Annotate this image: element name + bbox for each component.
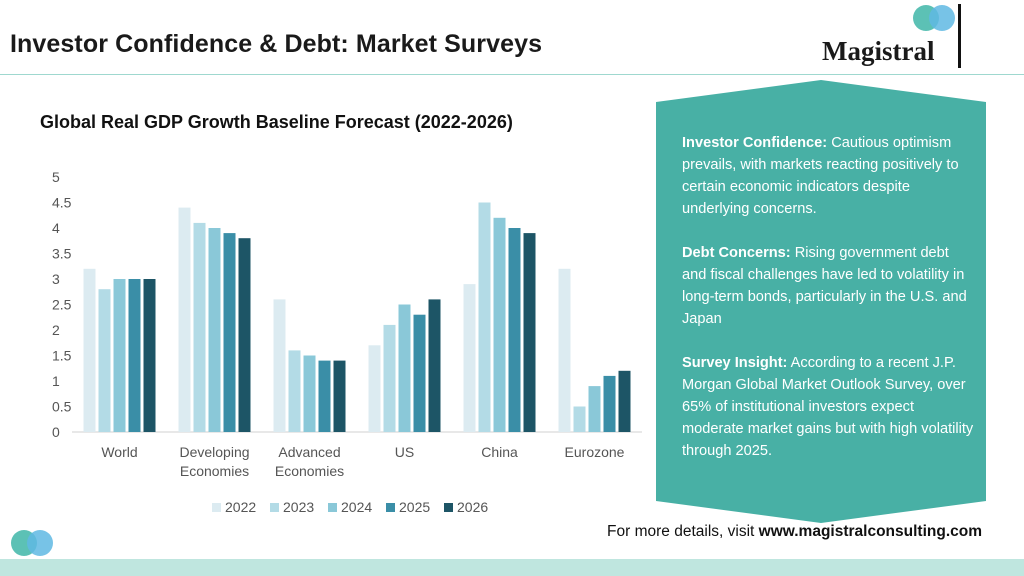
x-tick-label: Economies — [180, 463, 249, 479]
y-tick-label: 1 — [52, 373, 60, 389]
legend-swatch-2022 — [212, 503, 221, 512]
bar-2025-1 — [223, 233, 236, 432]
callout-section-survey-insight: Survey Insight: According to a recent J.… — [682, 355, 974, 459]
y-tick-label: 5 — [52, 169, 60, 185]
legend-label: 2025 — [399, 499, 430, 515]
page-title: Investor Confidence & Debt: Market Surve… — [10, 30, 543, 58]
bar-2022-3 — [368, 345, 381, 432]
bar-2023-3 — [383, 324, 396, 432]
gdp-bar-chart: 0 0.5 1 1.5 2 2.5 3 3.5 4 4.5 5 World Developing Econ… — [52, 169, 642, 515]
y-tick-label: 0.5 — [52, 399, 72, 415]
bar-2023-1 — [193, 222, 206, 432]
x-tick-label: Developing — [179, 444, 249, 460]
y-tick-label: 2.5 — [52, 297, 72, 313]
bar-2026-2 — [333, 360, 346, 432]
bar-2022-4 — [463, 284, 476, 432]
y-tick-label: 3 — [52, 271, 60, 287]
insights-callout: Investor Confidence: Cautious optimism p… — [656, 80, 986, 523]
y-tick-label: 1.5 — [52, 348, 72, 364]
x-tick-label: China — [481, 444, 518, 460]
y-tick-label: 4.5 — [52, 195, 72, 211]
y-tick-label: 3.5 — [52, 246, 72, 262]
x-tick-label: Advanced — [278, 444, 340, 460]
brand-divider — [958, 4, 961, 68]
x-tick-label: Eurozone — [565, 444, 625, 460]
bar-2024-0 — [113, 279, 126, 432]
bar-2025-3 — [413, 314, 426, 432]
y-tick-label: 2 — [52, 322, 60, 338]
legend-swatch-2025 — [386, 503, 395, 512]
bar-2022-1 — [178, 207, 191, 432]
legend-label: 2024 — [341, 499, 372, 515]
bar-2026-4 — [523, 233, 536, 432]
legend-label: 2023 — [283, 499, 314, 515]
bar-2022-5 — [558, 268, 571, 432]
bar-2026-0 — [143, 279, 156, 432]
bar-2025-5 — [603, 375, 616, 432]
footer-band — [0, 559, 1024, 576]
x-tick-label: US — [395, 444, 414, 460]
bar-2023-4 — [478, 202, 491, 432]
bar-2023-0 — [98, 289, 111, 432]
legend-swatch-2026 — [444, 503, 453, 512]
magistral-small-logo-icon — [11, 530, 53, 556]
legend-swatch-2024 — [328, 503, 337, 512]
legend-label: 2026 — [457, 499, 488, 515]
bar-2026-5 — [618, 370, 631, 432]
bar-2026-1 — [238, 238, 251, 432]
legend-swatch-2023 — [270, 503, 279, 512]
bar-2024-1 — [208, 228, 221, 432]
y-tick-label: 4 — [52, 220, 60, 236]
bar-2025-4 — [508, 228, 521, 432]
footer-text: For more details, visit www.magistralcon… — [607, 523, 982, 540]
bar-2022-2 — [273, 299, 286, 432]
bar-2022-0 — [83, 268, 96, 432]
brand-name: Magistral — [822, 36, 935, 66]
callout-text: Investor Confidence: Cautious optimism p… — [682, 132, 974, 484]
callout-section-debt-concerns: Debt Concerns: Rising government debt an… — [682, 245, 967, 327]
title-divider — [0, 74, 1024, 75]
magistral-logo-icon — [913, 5, 955, 31]
x-tick-label: World — [101, 444, 137, 460]
bar-2024-2 — [303, 355, 316, 432]
bar-2024-3 — [398, 304, 411, 432]
bar-2024-5 — [588, 386, 601, 432]
bar-2023-5 — [573, 406, 586, 432]
chart-title: Global Real GDP Growth Baseline Forecast… — [40, 112, 513, 132]
legend-label: 2022 — [225, 499, 256, 515]
callout-section-investor-confidence: Investor Confidence: Cautious optimism p… — [682, 135, 959, 217]
bar-2026-3 — [428, 299, 441, 432]
callout-shape — [656, 80, 986, 523]
y-tick-label: 0 — [52, 424, 60, 440]
bar-2025-0 — [128, 279, 141, 432]
x-tick-label: Economies — [275, 463, 344, 479]
website-link[interactable]: www.magistralconsulting.com — [758, 523, 982, 540]
bar-2023-2 — [288, 350, 301, 432]
bar-2025-2 — [318, 360, 331, 432]
bar-2024-4 — [493, 217, 506, 432]
